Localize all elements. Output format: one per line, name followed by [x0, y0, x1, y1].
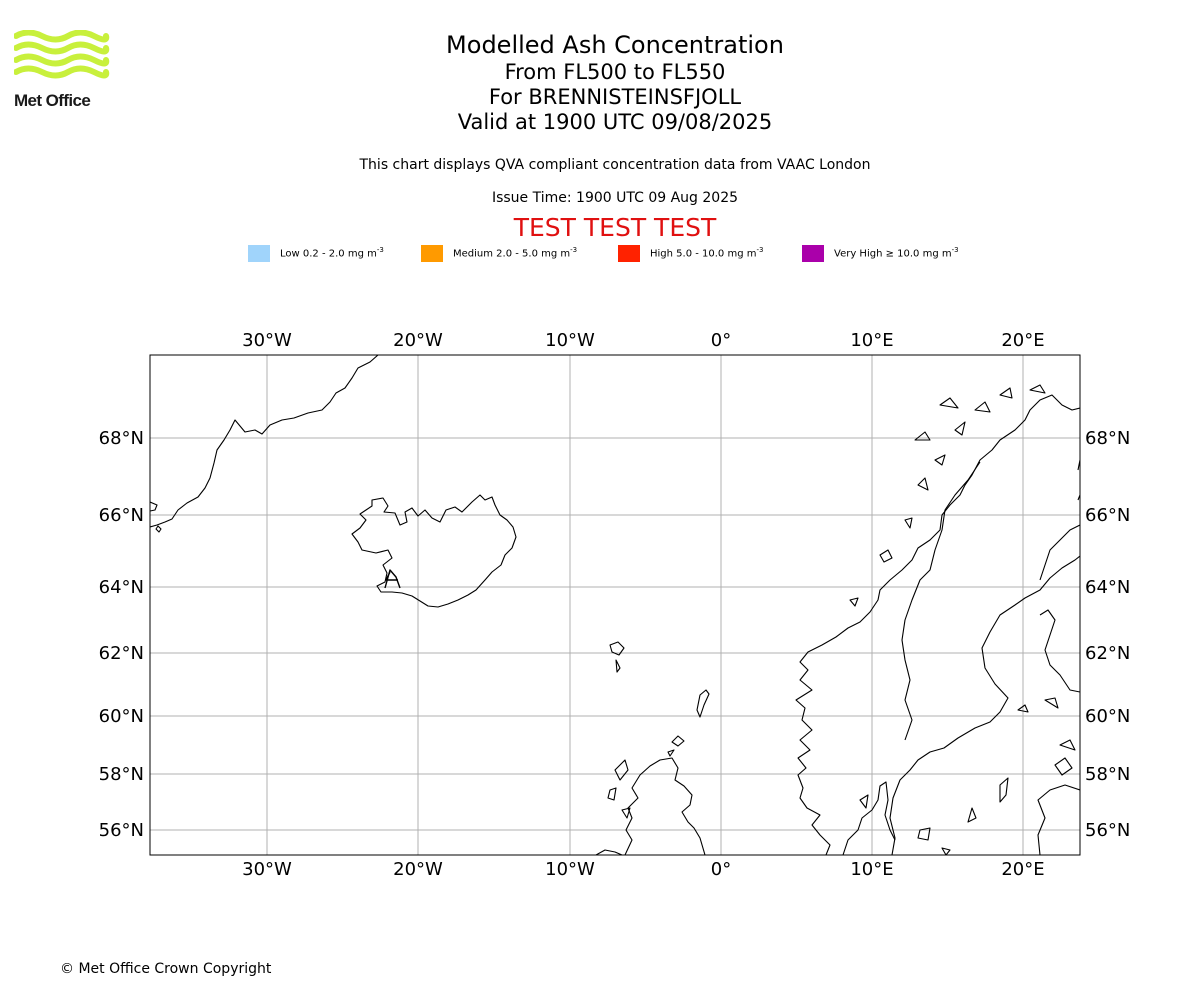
legend-swatch-very-high [802, 245, 824, 262]
test-banner: TEST TEST TEST [513, 213, 717, 242]
flight-levels: From FL500 to FL550 [504, 60, 726, 84]
baltic-east [1037, 784, 1080, 855]
lon-label-bottom: 30°W [242, 859, 292, 880]
norway-coast [795, 394, 1080, 855]
legend-label-high: High 5.0 - 10.0 mg m-3 [650, 246, 764, 260]
lat-label-right: 56°N [1085, 820, 1130, 841]
lat-label-right: 58°N [1085, 764, 1130, 785]
lat-label-left: 58°N [99, 764, 144, 785]
legend-swatch-medium [421, 245, 443, 262]
valid-time: Valid at 1900 UTC 09/08/2025 [457, 110, 773, 134]
lon-label-top: 30°W [242, 330, 292, 351]
lon-label-bottom: 10°E [850, 859, 893, 880]
lon-label-bottom: 0° [711, 859, 731, 880]
shetland-islands [696, 689, 710, 718]
graticule [150, 355, 1080, 855]
latitude-labels-left: 68°N 66°N 64°N 62°N 60°N 58°N 56°N [99, 428, 144, 841]
norway-sweden-inland [901, 461, 981, 741]
greenland-coast [150, 355, 379, 528]
gotland [967, 777, 1009, 823]
greenland-east-tip [150, 501, 158, 512]
chart-titles: Modelled Ash Concentration From FL500 to… [315, 30, 915, 135]
baltic-islands [1017, 697, 1076, 776]
legend-label-very-high: Very High ≥ 10.0 mg m-3 [834, 246, 959, 260]
lon-label-bottom: 20°E [1001, 859, 1044, 880]
legend-label-medium: Medium 2.0 - 5.0 mg m-3 [453, 246, 578, 260]
lon-label-top: 20°W [393, 330, 443, 351]
chart-title: Modelled Ash Concentration [446, 31, 784, 59]
lat-label-left: 56°N [99, 820, 144, 841]
legend-label-low: Low 0.2 - 2.0 mg m-3 [280, 246, 384, 260]
lat-label-left: 64°N [99, 577, 144, 598]
iceland-coast [351, 494, 517, 608]
longitude-labels-bottom: 30°W 20°W 10°W 0° 10°E 20°E [242, 859, 1044, 880]
lat-label-right: 66°N [1085, 505, 1130, 526]
coastlines [150, 355, 1080, 855]
scotland-coast [624, 757, 706, 855]
lon-label-top: 0° [711, 330, 731, 351]
norway-islands [849, 384, 1046, 607]
finland-north [1039, 524, 1080, 581]
legend-swatch-low [248, 245, 270, 262]
greenland-islet [155, 525, 162, 533]
lat-label-left: 62°N [99, 643, 144, 664]
lon-label-top: 10°W [545, 330, 595, 351]
faroe-islands [609, 641, 625, 673]
logo-text: Met Office [14, 91, 91, 110]
lon-label-top: 20°E [1001, 330, 1044, 351]
lat-label-right: 62°N [1085, 643, 1130, 664]
volcano-name: For BRENNISTEINSFJOLL [488, 85, 742, 109]
legend-swatch-high [618, 245, 640, 262]
map-frame [149, 354, 1081, 856]
met-office-wave-icon [13, 29, 110, 79]
hebrides [607, 759, 631, 819]
issue-time: Issue Time: 1900 UTC 09 Aug 2025 [491, 190, 739, 206]
orkney-islands [667, 735, 685, 757]
chart-subtitle: This chart displays QVA compliant concen… [359, 157, 871, 173]
finland-coast [1039, 609, 1080, 693]
lon-label-bottom: 20°W [393, 859, 443, 880]
danish-islands [859, 794, 951, 855]
ireland-north [595, 849, 623, 855]
lon-label-bottom: 10°W [545, 859, 595, 880]
lat-label-right: 64°N [1085, 577, 1130, 598]
iceland-volcano-marker [384, 569, 401, 589]
lat-label-left: 68°N [99, 428, 144, 449]
lon-label-top: 10°E [850, 330, 893, 351]
lat-label-right: 60°N [1085, 706, 1130, 727]
longitude-labels-top: 30°W 20°W 10°W 0° 10°E 20°E [242, 330, 1044, 351]
met-office-logo: Met Office [13, 29, 110, 112]
lat-label-left: 60°N [99, 706, 144, 727]
lat-label-left: 66°N [99, 505, 144, 526]
lat-label-right: 68°N [1085, 428, 1130, 449]
sweden-coast [889, 555, 1080, 855]
copyright: © Met Office Crown Copyright [60, 961, 272, 977]
denmark-coast [842, 781, 896, 855]
latitude-labels-right: 68°N 66°N 64°N 62°N 60°N 58°N 56°N [1085, 428, 1130, 841]
